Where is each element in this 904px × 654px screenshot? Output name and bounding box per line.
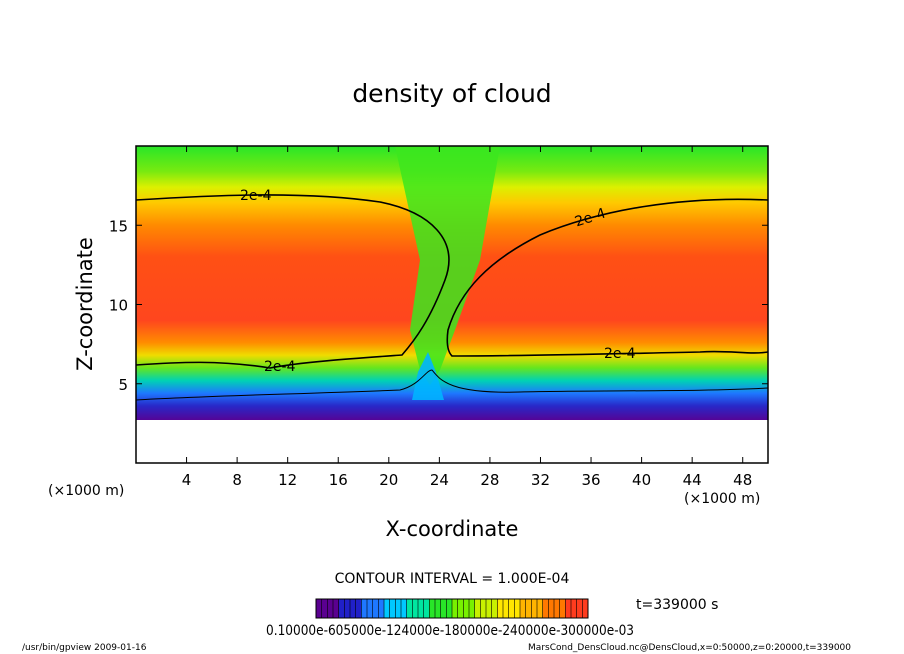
colorbar-cell <box>525 599 532 618</box>
contour-label-4: 2e-4 <box>604 346 636 362</box>
colorbar-frame <box>315 598 589 619</box>
colorbar-cell <box>344 599 351 618</box>
colorbar-cell <box>367 599 373 618</box>
colorbar-cell <box>338 599 345 618</box>
x-tick-label-12: 12 <box>278 471 297 489</box>
colorbar-cell <box>389 599 396 618</box>
colorbar-cell <box>361 599 368 618</box>
y-axis-label: Z-coordinate <box>73 237 97 371</box>
x-tick-label-4: 4 <box>182 471 192 489</box>
colorbar-cell <box>582 599 589 618</box>
colorbar-cell <box>469 599 475 618</box>
colorbar-cell <box>480 599 487 618</box>
x-tick-label-20: 20 <box>379 471 398 489</box>
contour-lower <box>136 369 768 401</box>
colorbar-cell <box>412 599 419 618</box>
colorbar-cell <box>423 599 430 618</box>
colorbar-cell <box>537 599 543 618</box>
colorbar-cell <box>514 599 521 618</box>
chart-title: density of cloud <box>352 79 551 108</box>
colorbar-cell <box>418 599 424 618</box>
colorbar-cell <box>440 599 447 618</box>
colorbar-cell <box>474 599 481 618</box>
colorbar-cell <box>548 599 555 618</box>
colorbar-cell <box>503 599 509 618</box>
x-tick-label-8: 8 <box>232 471 242 489</box>
colorbar-cell <box>452 599 458 618</box>
contour-labels: 2e-4 2e-4 2e-4 2e-4 <box>240 188 636 375</box>
x-unit-label-right: (×1000 m) <box>684 491 760 507</box>
colorbar-cell <box>350 599 356 618</box>
x-tick-label-32: 32 <box>531 471 550 489</box>
colorbar-cell <box>372 599 379 618</box>
colorbar-cell <box>384 599 390 618</box>
central-gap <box>395 146 500 385</box>
time-label: t=339000 s <box>636 597 718 613</box>
colorbar-cell <box>520 599 526 618</box>
x-tick-label-48: 48 <box>733 471 752 489</box>
colorbar-cell <box>429 599 436 618</box>
updraft-plume <box>412 352 444 400</box>
y-tick-label-5: 5 <box>118 376 128 394</box>
x-tick-label-44: 44 <box>683 471 702 489</box>
contour-2e-4 <box>136 194 450 369</box>
colorbar-cell <box>576 599 583 618</box>
contour-label-3: 2e-4 <box>264 359 296 375</box>
footer-right: MarsCond_DensCloud.nc@DensCloud,x=0:5000… <box>528 643 851 653</box>
colorbar-cell <box>542 599 549 618</box>
y-axis: 5 10 15 <box>109 217 768 394</box>
x-tick-label-24: 24 <box>430 471 449 489</box>
empty-ground-region <box>136 420 768 463</box>
colorbar-cell <box>446 599 453 618</box>
colorbar-cell <box>497 599 504 618</box>
colorbar-cell <box>395 599 402 618</box>
colorbar-cell <box>531 599 538 618</box>
y-tick-label-10: 10 <box>109 297 128 315</box>
x-tick-label-16: 16 <box>329 471 348 489</box>
colorbar-cell <box>457 599 464 618</box>
x-tick-label-28: 28 <box>480 471 499 489</box>
colorbar <box>315 598 589 619</box>
colorbar-cell <box>355 599 362 618</box>
colorbar-cell <box>508 599 515 618</box>
colorbar-cell <box>491 599 498 618</box>
colorbar-cell <box>316 599 322 618</box>
colorbar-cell <box>571 599 577 618</box>
colorbar-cell <box>559 599 566 618</box>
colorbar-cell <box>406 599 413 618</box>
contour-2e-4-right <box>446 198 768 357</box>
colorbar-cell <box>435 599 441 618</box>
colorbar-cell <box>463 599 470 618</box>
colorbar-cell <box>565 599 572 618</box>
x-tick-label-36: 36 <box>581 471 600 489</box>
contour-interval: CONTOUR INTERVAL = 1.000E-04 <box>335 571 570 587</box>
colorbar-cell <box>401 599 407 618</box>
colorbar-cell <box>378 599 385 618</box>
x-tick-label-40: 40 <box>632 471 651 489</box>
footer-left: /usr/bin/gpview 2009-01-16 <box>22 643 147 653</box>
contour-label-1: 2e-4 <box>240 188 272 204</box>
colorbar-cell <box>321 599 328 618</box>
colorbar-tick-labels: 0.10000e-605000e-124000e-180000e-240000e… <box>266 623 634 639</box>
colorbar-cell <box>333 599 339 618</box>
x-unit-label-left: (×1000 m) <box>48 483 124 499</box>
colorbar-cell <box>486 599 492 618</box>
colorbar-cell <box>554 599 560 618</box>
plot-area <box>136 146 768 463</box>
x-axis-label: X-coordinate <box>386 517 519 541</box>
y-tick-label-15: 15 <box>109 217 128 235</box>
colorbar-cell <box>327 599 334 618</box>
x-axis: 4 8 12 16 20 24 28 32 36 40 44 48 <box>182 146 752 489</box>
